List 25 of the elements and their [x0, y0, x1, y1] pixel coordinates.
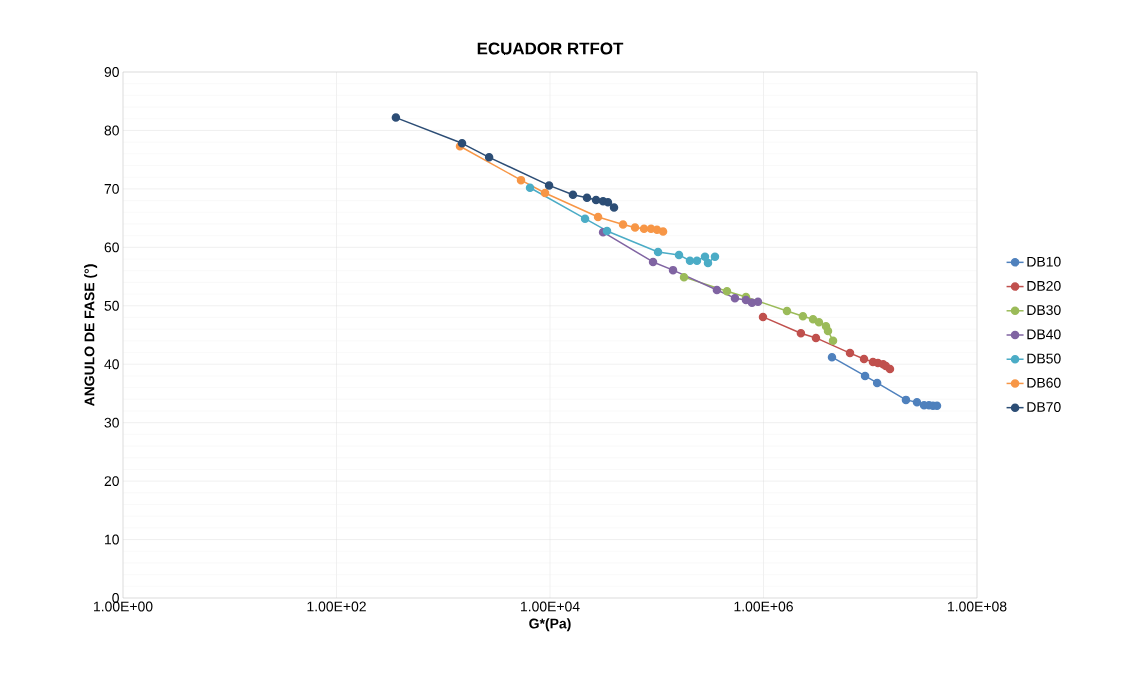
- legend-label: DB50: [1027, 353, 1061, 364]
- y-tick-label: 80: [104, 125, 119, 136]
- x-tick-label: 1.00E+08: [948, 601, 1007, 612]
- y-tick-label: 90: [104, 67, 119, 77]
- y-tick-label: 50: [104, 300, 119, 311]
- y-tick-label: 30: [104, 417, 119, 428]
- legend-label: DB60: [1027, 377, 1061, 388]
- y-tick-label: 70: [104, 183, 119, 194]
- y-tick-label: 60: [104, 242, 119, 253]
- x-tick-label: 1.00E+04: [521, 601, 580, 612]
- y-tick-label: 0: [112, 593, 119, 603]
- y-tick-label: 10: [105, 534, 119, 545]
- legend-label: DB70: [1027, 402, 1061, 412]
- legend-label: DB10: [1027, 256, 1061, 267]
- x-tick-label: 1.00E+00: [94, 601, 153, 612]
- x-tick-label: 1.00E+02: [307, 601, 366, 612]
- legend-label: DB40: [1027, 329, 1061, 340]
- y-tick-label: 20: [104, 476, 119, 487]
- y-axis-title: ANGULO DE FASE (°): [84, 264, 98, 407]
- legend-label: DB30: [1027, 305, 1061, 316]
- legend-label: DB20: [1027, 280, 1061, 291]
- x-axis-title: G*(Pa): [529, 618, 571, 632]
- x-tick-label: 1.00E+06: [734, 601, 793, 612]
- chart-title: ECUADOR RTFOT: [477, 42, 624, 55]
- y-tick-label: 40: [104, 359, 119, 370]
